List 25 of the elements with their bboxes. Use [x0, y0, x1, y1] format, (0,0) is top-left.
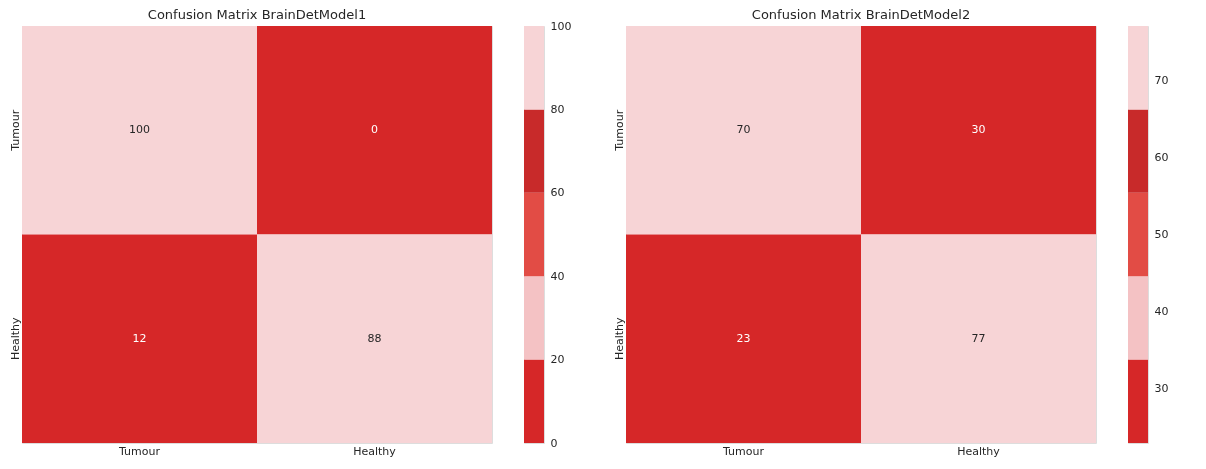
chart-title: Confusion Matrix BrainDetModel1	[147, 7, 367, 22]
x-tick-label: Healthy	[957, 444, 1001, 458]
color-bar-label: 40	[1154, 305, 1169, 319]
color-bar-label: 80	[550, 102, 565, 116]
data-label: 23	[736, 331, 751, 345]
color-bar-label: 60	[1154, 150, 1169, 164]
data-label: 70	[736, 123, 751, 137]
color-bar-label: 60	[550, 186, 565, 200]
color-bar-label: 0	[550, 436, 558, 450]
color-bar-label: 30	[1154, 382, 1169, 396]
data-label: 30	[971, 123, 986, 137]
data-label: 0	[371, 123, 378, 137]
color-bar-label: 20	[550, 353, 565, 367]
color-bar-label: 50	[1154, 228, 1169, 241]
color-bar-label: 100	[550, 19, 572, 33]
x-tick-label: Tumour	[118, 444, 161, 458]
x-tick-label: Healthy	[353, 444, 397, 458]
color-bar-label: 70	[1154, 73, 1169, 87]
data-label: 77	[971, 331, 986, 345]
data-label: 88	[367, 331, 382, 345]
x-tick-label: Tumour	[722, 444, 765, 458]
color-bar-label: 40	[550, 269, 565, 283]
data-label: 100	[129, 123, 150, 137]
chart-title: Confusion Matrix BrainDetModel2	[751, 7, 971, 22]
data-label: 12	[132, 331, 147, 345]
